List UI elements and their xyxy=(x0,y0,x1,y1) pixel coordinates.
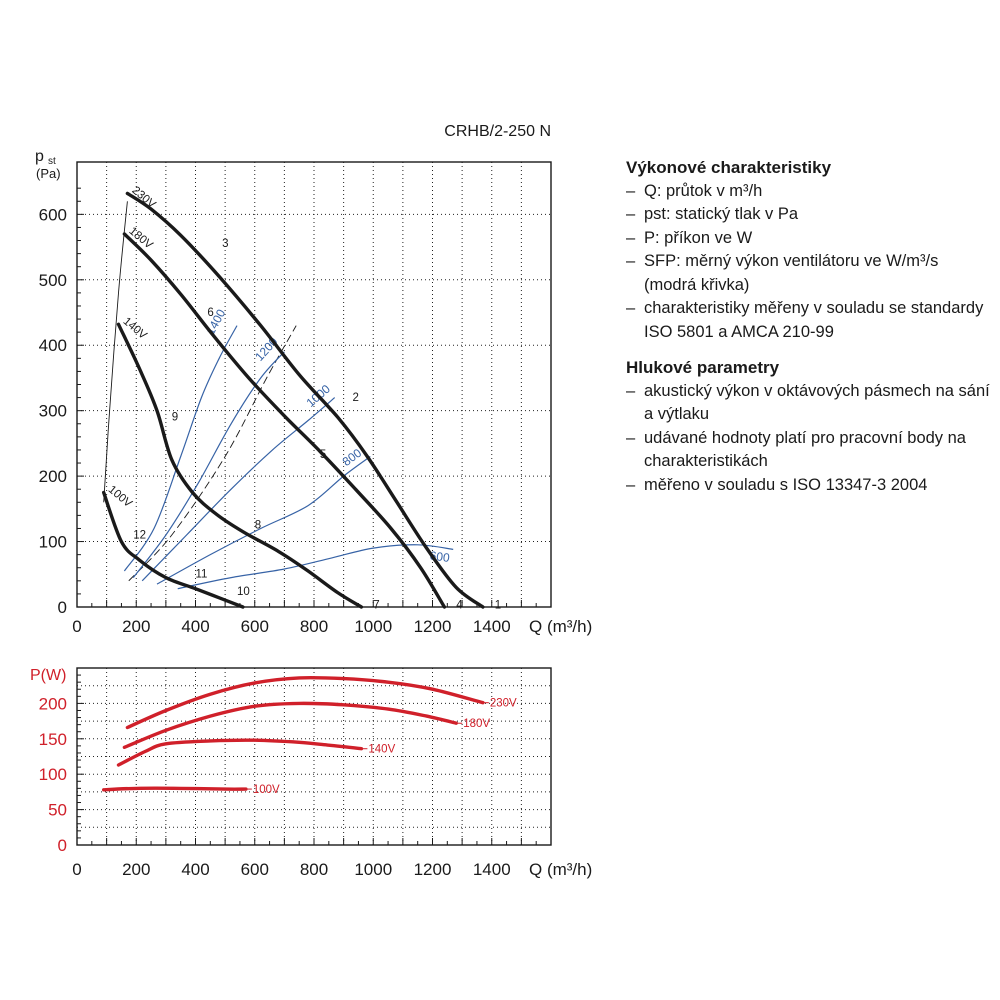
system-curve xyxy=(128,325,297,582)
sfp-curve xyxy=(177,544,454,590)
x-tick-label: 200 xyxy=(122,617,150,636)
chart-notes: Výkonové charakteristiky – Q: průtok v m³… xyxy=(626,156,994,509)
power-curve-label: 180V xyxy=(463,718,490,730)
y-tick-label: 100 xyxy=(39,765,67,784)
x-tick-label: 1400 xyxy=(473,860,511,879)
x-tick-label: 800 xyxy=(300,617,328,636)
y-tick-label: 0 xyxy=(58,598,67,617)
y-tick-label: 150 xyxy=(39,730,67,749)
fan-curve-180V xyxy=(122,232,447,609)
performance-heading: Výkonové charakteristiky xyxy=(626,158,832,177)
noise-item: – udávané hodnoty platí pro pracovní body… xyxy=(626,428,966,471)
operating-point-label: 9 xyxy=(172,411,178,423)
performance-item: – SFP: měrný výkon ventilátoru ve W/m³/s … xyxy=(626,252,939,294)
x-tick-label: 600 xyxy=(241,617,269,636)
x-axis-label: Q (m³/h) xyxy=(529,860,592,879)
x-tick-label: 600 xyxy=(241,860,269,879)
noise-item: – akustický výkon v oktávových pásmech na… xyxy=(626,381,990,424)
noise-item: – měřeno v souladu s ISO 13347-3 2004 xyxy=(626,475,928,494)
y-axis-label: P(W) xyxy=(30,667,66,684)
performance-item: – P: příkon ve W xyxy=(626,228,753,247)
operating-point-label: 5 xyxy=(320,449,326,461)
operating-point-label: 6 xyxy=(207,307,213,319)
y-tick-label: 300 xyxy=(39,402,67,421)
y-tick-label: 0 xyxy=(58,836,67,855)
performance-item: – pst: statický tlak v Pa xyxy=(626,205,799,223)
x-tick-label: 400 xyxy=(181,617,209,636)
fan-curve-230V xyxy=(125,191,485,609)
sfp-curve xyxy=(123,325,238,572)
y-axis-label-subscript: st xyxy=(48,156,56,167)
power-curve-230V xyxy=(125,675,485,730)
y-tick-label: 500 xyxy=(39,271,67,290)
power-curve-180V xyxy=(122,701,458,749)
fan-curve-100V xyxy=(102,490,245,609)
noise-list: – akustický výkon v oktávových pásmech na… xyxy=(626,380,994,498)
sfp-curve xyxy=(141,397,336,582)
performance-item: – charakteristiky měřeny v souladu se sta… xyxy=(626,299,984,341)
sfp-curve xyxy=(156,456,371,585)
y-axis-label: p xyxy=(35,148,44,165)
operating-point-label: 11 xyxy=(196,569,208,581)
operating-point-label: 3 xyxy=(222,238,228,250)
operating-point-label: 7 xyxy=(373,599,379,611)
x-tick-label: 1000 xyxy=(354,617,392,636)
y-tick-label: 200 xyxy=(39,694,67,713)
fan-curve-140V xyxy=(116,322,364,609)
power-curve-label: 230V xyxy=(490,698,517,710)
power-curve-label: 100V xyxy=(253,784,280,796)
y-tick-label: 200 xyxy=(39,467,67,486)
operating-point-label: 12 xyxy=(133,529,146,541)
y-tick-label: 400 xyxy=(39,336,67,355)
x-tick-label: 200 xyxy=(122,860,150,879)
y-tick-label: 100 xyxy=(39,533,67,552)
sfp-curve xyxy=(132,351,285,578)
performance-item: – Q: průtok v m³/h xyxy=(626,181,763,200)
x-tick-label: 1000 xyxy=(354,860,392,879)
operating-point-label: 10 xyxy=(237,586,250,598)
x-tick-label: 0 xyxy=(72,860,81,879)
operating-point-label: 1 xyxy=(495,599,501,611)
chart-title: CRHB/2-250 N xyxy=(444,123,551,140)
operating-point-label: 8 xyxy=(255,519,261,531)
x-axis-label: Q (m³/h) xyxy=(529,617,592,636)
x-tick-label: 0 xyxy=(72,617,81,636)
power-curve-100V xyxy=(102,786,248,792)
x-tick-label: 800 xyxy=(300,860,328,879)
x-tick-label: 1200 xyxy=(414,617,452,636)
operating-point-label: 4 xyxy=(456,599,463,611)
noise-heading: Hlukové parametry xyxy=(626,358,780,377)
power-curve-140V xyxy=(116,738,364,767)
power-curve-label: 140V xyxy=(368,744,395,756)
x-tick-label: 1400 xyxy=(473,617,511,636)
performance-list: – Q: průtok v m³/h – pst: statický tlak v … xyxy=(626,180,994,345)
operating-point-label: 2 xyxy=(353,392,359,404)
y-tick-label: 600 xyxy=(39,205,67,224)
x-tick-label: 1200 xyxy=(414,860,452,879)
system-curve xyxy=(103,201,128,503)
y-axis-unit: (Pa) xyxy=(36,166,61,181)
y-tick-label: 50 xyxy=(48,801,67,820)
x-tick-label: 400 xyxy=(181,860,209,879)
